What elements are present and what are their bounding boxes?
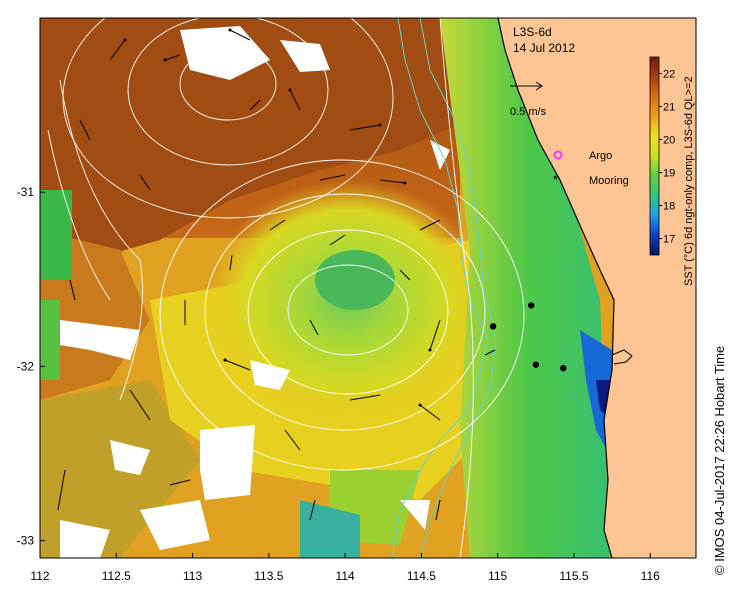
colorbar-tick-label: 18	[663, 201, 675, 213]
x-tick-label: 114	[336, 569, 355, 583]
argo-icon	[553, 150, 563, 160]
x-tick-label: 112.5	[102, 569, 131, 583]
x-tick-label: 113.5	[254, 569, 283, 583]
land-mass	[498, 18, 696, 558]
arrow-right-icon	[535, 81, 543, 91]
x-tick-label: 115	[488, 569, 507, 583]
colorbar: 22 21 20 19 18 17 SST (°C) 6d ngt-only comp, …	[649, 56, 695, 286]
mooring-icon: *	[553, 172, 558, 187]
legend-argo-label: Argo	[589, 150, 612, 162]
x-tick-label: 114.5	[407, 569, 436, 583]
legend-mooring-label: Mooring	[589, 175, 629, 187]
colorbar-tick-label: 21	[663, 102, 675, 114]
mooring-markers	[489, 302, 567, 372]
velocity-scale-label: 0.5 m/s	[510, 106, 547, 118]
mooring-marker	[489, 323, 497, 330]
x-axis: 112 112.5 113 113.5 114 114.5 115 115.5 116	[30, 553, 660, 583]
colorbar-tick-label: 17	[663, 234, 675, 246]
y-tick-label: -31	[17, 185, 35, 199]
plot-frame	[39, 17, 697, 559]
credit-text: © IMOS 04-Jul-2017 22:26 Hobart Time	[712, 345, 727, 575]
y-tick-label: -32	[17, 359, 35, 373]
coastline-inlet	[611, 349, 633, 365]
velocity-vectors	[57, 29, 496, 521]
mooring-marker	[532, 361, 540, 368]
isobaths	[391, 18, 497, 558]
legend: Argo * Mooring	[553, 150, 629, 187]
colorbar-tick-label: 22	[663, 69, 675, 81]
colorbar-tick-label: 19	[663, 168, 675, 180]
product-label: L3S-6d	[513, 25, 552, 39]
colorbar-label: SST (°C) 6d ngt-only comp, L3S-6d QL>=2	[683, 76, 695, 286]
colorbar-tick-label: 20	[663, 135, 675, 147]
mooring-marker	[560, 364, 567, 372]
colorbar-scale	[649, 56, 660, 256]
velocity-scale: 0.5 m/s	[510, 81, 547, 118]
coastline	[497, 17, 615, 559]
vector-heads	[123, 28, 432, 407]
x-tick-label: 112	[30, 569, 49, 583]
ssh-contours	[47, 18, 525, 558]
date-label: 14 Jul 2012	[513, 41, 575, 55]
x-tick-label: 113	[183, 569, 202, 583]
x-tick-label: 115.5	[559, 569, 588, 583]
y-axis: -31 -32 -33	[17, 185, 45, 548]
mooring-marker	[528, 302, 535, 309]
x-tick-label: 116	[641, 569, 660, 583]
y-tick-label: -33	[17, 534, 35, 548]
